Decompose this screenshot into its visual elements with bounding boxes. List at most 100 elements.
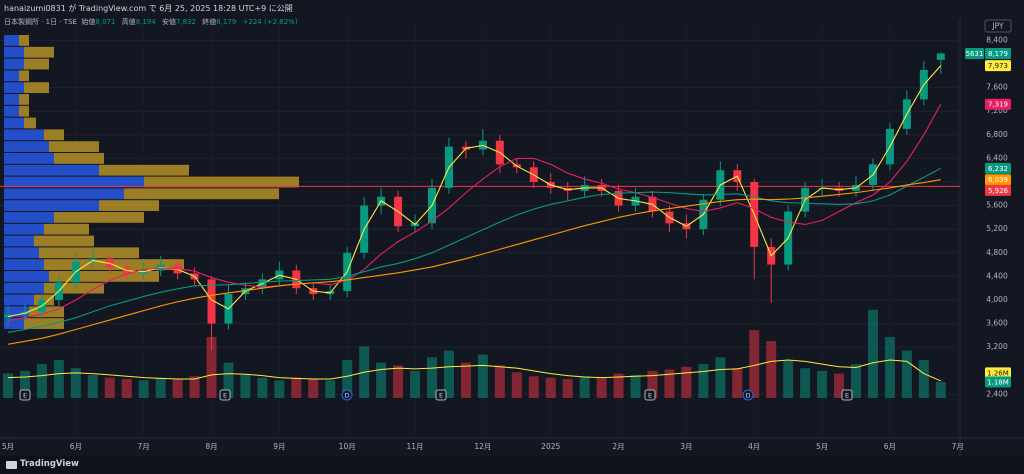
profile-up [4, 58, 24, 70]
profile-up [4, 82, 24, 94]
moving-average [7, 179, 941, 345]
event-marker [435, 389, 447, 401]
ma-tag: 6,039 [988, 176, 1008, 184]
change: +224 (+2.82%) [242, 18, 298, 26]
volume-bar [664, 369, 675, 398]
volume-bar [579, 376, 590, 398]
volume-bar [867, 309, 878, 398]
ohlc-label: 高値 [121, 18, 136, 26]
profile-up [4, 129, 44, 141]
y-tick-label: 4,800 [986, 248, 1008, 257]
volume-tag-bg [985, 376, 1011, 388]
volume-bar [376, 362, 387, 398]
profile-up [4, 105, 19, 117]
y-tick-label: 6,400 [986, 153, 1008, 162]
profile-up [4, 153, 54, 164]
profile-down [29, 306, 64, 318]
y-tick-label: 8,400 [986, 35, 1008, 44]
x-tick-label: 6月 [70, 442, 82, 451]
profile-up [4, 188, 124, 200]
x-tick-label: 2025 [541, 442, 560, 451]
event-label: D [344, 392, 349, 400]
ohlc-value: 8,179 [216, 18, 237, 26]
profile-down [34, 235, 94, 247]
currency: JPY [991, 22, 1004, 31]
profile-up [4, 318, 24, 329]
symbol: 日本製鋼所 · 1日 · TSE [4, 18, 77, 26]
volume-bar [613, 373, 624, 398]
hline-tag-bg [985, 184, 1011, 196]
profile-up [4, 270, 49, 282]
profile-up [4, 212, 54, 223]
profile-down [44, 223, 89, 235]
candle-body [936, 53, 945, 60]
volume-bar [87, 374, 98, 398]
volume-bar [121, 379, 132, 398]
x-tick-label: 4月 [748, 442, 760, 451]
ma-tag: 7,319 [988, 101, 1008, 109]
volume-bar [545, 377, 556, 398]
volume-bar [528, 376, 539, 398]
close-tag: 8,179 [988, 50, 1008, 58]
volume-bar [494, 365, 505, 398]
volume-bar [460, 362, 471, 398]
profile-up [4, 176, 144, 188]
volume-bar [257, 377, 268, 398]
volume-bar [698, 364, 709, 398]
profile-up [4, 306, 29, 318]
ohlc-label: 安値 [161, 18, 176, 26]
ma-tag-bg [985, 174, 1011, 186]
profile-up [4, 35, 19, 46]
x-tick-label: 7月 [138, 442, 150, 451]
event-label: E [648, 392, 652, 400]
volume-bar [817, 370, 828, 398]
profile-up [4, 94, 19, 105]
x-tick-label: 2月 [612, 442, 624, 451]
currency-box [984, 19, 1012, 33]
volume-bar [274, 380, 285, 398]
volume-bar [410, 370, 421, 398]
volume-bar [427, 357, 437, 398]
profile-down [124, 188, 279, 200]
volume-bar [104, 377, 115, 398]
y-tick-label: 4,400 [986, 271, 1008, 280]
profile-up [4, 294, 34, 306]
profile-down [24, 46, 54, 58]
hline-tag: 5,926 [988, 187, 1009, 195]
symbol-tag: 5631 [966, 50, 984, 58]
legend: 日本製鋼所 · 1日 · TSE 始値8,071 高値8,194 安値7,832… [4, 17, 302, 27]
profile-up [4, 141, 49, 153]
profile-up [4, 223, 44, 235]
volume-bar [19, 370, 30, 398]
volume-bar [715, 357, 726, 398]
ohlc-label: 終値 [202, 18, 217, 26]
profile-up [4, 247, 39, 259]
profile-down [19, 35, 29, 46]
ma-tag-bg [985, 162, 1011, 174]
profile-down [99, 200, 159, 211]
profile-down [24, 58, 49, 70]
volume-bar [342, 360, 353, 398]
candle-body [207, 279, 216, 324]
y-tick-label: 7,600 [986, 83, 1008, 92]
volume-bar [681, 366, 692, 398]
profile-down [144, 176, 299, 188]
x-tick-label: 8月 [205, 442, 217, 451]
volume-bar [834, 373, 845, 398]
x-tick-label: 5月 [2, 442, 14, 451]
ma-tag-bg [985, 60, 1011, 72]
x-tick-label: 3月 [680, 442, 692, 451]
volume-bar [884, 336, 895, 398]
volume-bar [766, 341, 777, 398]
profile-down [24, 318, 64, 329]
volume-bar [53, 360, 64, 398]
x-tick-label: 9月 [273, 442, 285, 451]
volume-bar [443, 350, 454, 398]
ohlc-value: 8,194 [135, 18, 156, 26]
volume-ma-tag-bg [985, 367, 1011, 379]
y-tick-label: 7,200 [986, 106, 1008, 115]
moving-average [7, 103, 942, 322]
y-tick-label: 4,000 [986, 295, 1008, 304]
x-tick-label: 12月 [474, 442, 491, 451]
volume-bar [749, 330, 760, 398]
